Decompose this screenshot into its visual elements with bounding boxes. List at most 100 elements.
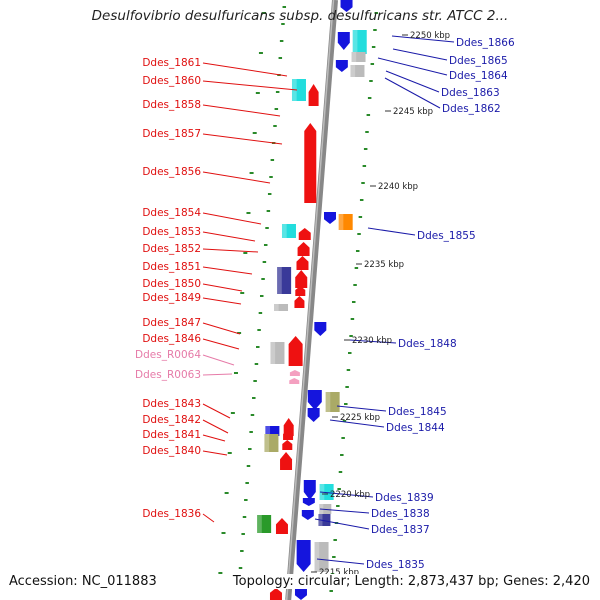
right-leader-line bbox=[336, 405, 387, 412]
right-leader-line bbox=[385, 70, 440, 93]
left-leader-line bbox=[202, 248, 259, 253]
olive-gene-block bbox=[325, 392, 340, 412]
outer-tick-mark bbox=[336, 505, 340, 507]
orange-gene-block bbox=[338, 214, 353, 230]
gray-gene-block bbox=[350, 65, 365, 77]
left-leader-line bbox=[202, 80, 298, 91]
forward-gene-arrow bbox=[308, 84, 319, 106]
left-leader-line bbox=[202, 104, 281, 117]
far-tick-mark bbox=[224, 492, 229, 494]
inner-tick-mark bbox=[238, 567, 243, 569]
inner-tick-mark bbox=[270, 159, 275, 161]
far-tick-mark bbox=[227, 452, 232, 454]
inner-tick-mark bbox=[244, 499, 248, 501]
far-tick-mark bbox=[233, 372, 238, 374]
outer-tick-mark bbox=[341, 437, 345, 439]
reverse-gene-arrow bbox=[340, 0, 353, 12]
right-leader-line bbox=[319, 508, 370, 514]
outer-tick-mark bbox=[348, 352, 352, 354]
outer-tick-mark bbox=[342, 420, 347, 422]
left-leader-line bbox=[202, 403, 231, 419]
inner-tick-mark bbox=[274, 108, 279, 110]
outer-tick-mark bbox=[345, 386, 349, 388]
right-gene-label: Ddes_1848 bbox=[398, 338, 457, 350]
left-leader-line bbox=[202, 419, 229, 434]
reverse-gene-arrow bbox=[303, 480, 316, 500]
left-leader-line bbox=[202, 212, 262, 225]
forward-gene-arrow bbox=[282, 440, 293, 450]
kbp-tick-label: 2215 kbp bbox=[319, 568, 359, 578]
far-tick-mark bbox=[218, 572, 223, 574]
outer-tick-mark bbox=[366, 114, 371, 116]
gray-gene-block-shade bbox=[351, 52, 357, 62]
inner-tick-mark bbox=[257, 329, 261, 331]
left-leader-line bbox=[202, 450, 228, 456]
far-tick-mark bbox=[221, 532, 226, 534]
olive-gene-block bbox=[264, 434, 279, 452]
outer-tick-mark bbox=[369, 80, 373, 82]
reverse-gene-arrow bbox=[296, 540, 311, 572]
right-gene-label: Ddes_1844 bbox=[386, 422, 445, 434]
gray-gene-block bbox=[314, 542, 329, 572]
right-gene-label: Ddes_1839 bbox=[375, 492, 434, 504]
right-leader-line bbox=[384, 77, 441, 109]
inner-tick-mark bbox=[279, 40, 284, 42]
right-gene-label: Ddes_1862 bbox=[442, 103, 501, 115]
outer-tick-mark bbox=[355, 250, 360, 252]
outer-tick-mark bbox=[365, 131, 369, 133]
backbone-line bbox=[285, 0, 338, 600]
navy-gene-block-shade bbox=[277, 267, 282, 294]
inner-tick-mark bbox=[258, 312, 263, 314]
topology-text: Topology: circular; Length: 2,873,437 bp… bbox=[230, 574, 590, 589]
left-leader-line bbox=[202, 434, 226, 442]
outer-tick-mark bbox=[340, 454, 344, 456]
left-gene-label: Ddes_1850 bbox=[142, 278, 201, 290]
forward-gene-arrow bbox=[283, 430, 294, 440]
inner-tick-mark bbox=[242, 516, 247, 518]
right-gene-label: Ddes_1837 bbox=[371, 524, 430, 536]
forward-gene-arrow bbox=[298, 228, 311, 240]
backbone-highlight bbox=[285, 0, 335, 600]
gray-gene-block-shade bbox=[274, 304, 279, 311]
reverse-gene-arrow bbox=[335, 60, 348, 72]
left-leader-line bbox=[202, 338, 240, 350]
right-leader-line bbox=[377, 57, 448, 76]
olive-gene-block-shade bbox=[325, 392, 331, 412]
right-gene-label: Ddes_1864 bbox=[449, 70, 508, 82]
forward-gene-arrow bbox=[288, 336, 303, 366]
left-leader-line bbox=[202, 322, 241, 335]
left-leader-line bbox=[202, 513, 215, 523]
far-tick-mark bbox=[255, 92, 260, 94]
left-leader-line bbox=[202, 133, 283, 145]
left-gene-label: Ddes_1840 bbox=[142, 445, 201, 457]
inner-tick-mark bbox=[240, 550, 244, 552]
left-leader-line bbox=[202, 171, 271, 184]
outer-tick-mark bbox=[337, 488, 341, 490]
kbp-tick-label: 2225 kbp bbox=[340, 413, 380, 423]
far-tick-mark bbox=[252, 132, 257, 134]
inner-tick-mark bbox=[262, 261, 267, 263]
kbp-scale: 2250 kbp 2245 kbp 2240 kbp 2235 kbp 2230 kbp… bbox=[311, 31, 450, 578]
left-leader-line bbox=[202, 297, 242, 305]
green-gene-block-shade bbox=[257, 515, 262, 533]
outer-tick-mark bbox=[333, 539, 337, 541]
left-gene-label: Ddes_1847 bbox=[142, 317, 201, 329]
right-leader-line bbox=[329, 419, 385, 428]
right-gene-label: Ddes_1845 bbox=[388, 406, 447, 418]
inner-tick-mark bbox=[281, 23, 285, 25]
cyan-gene-block bbox=[281, 224, 296, 238]
left-gene-label: Ddes_1856 bbox=[142, 166, 201, 178]
kbp-tick-label: 2250 kbp bbox=[410, 31, 450, 41]
far-tick-mark bbox=[240, 292, 245, 294]
kbp-tick-label: 2240 kbp bbox=[378, 182, 418, 192]
outer-tick-mark bbox=[346, 369, 351, 371]
gene-labels: Ddes_1861 Ddes_1860 Ddes_1858 Ddes_1857 Ddes… bbox=[135, 37, 515, 571]
outer-tick-mark bbox=[351, 301, 356, 303]
left-gene-label: Ddes_1842 bbox=[142, 414, 201, 426]
forward-gene-arrow bbox=[295, 286, 306, 296]
accession-text: Accession: NC_011883 bbox=[9, 574, 157, 589]
left-leader-line bbox=[202, 62, 288, 77]
left-gene-label: Ddes_1858 bbox=[142, 99, 201, 111]
outer-tick-mark bbox=[361, 182, 365, 184]
forward-gene-arrow bbox=[275, 518, 288, 534]
